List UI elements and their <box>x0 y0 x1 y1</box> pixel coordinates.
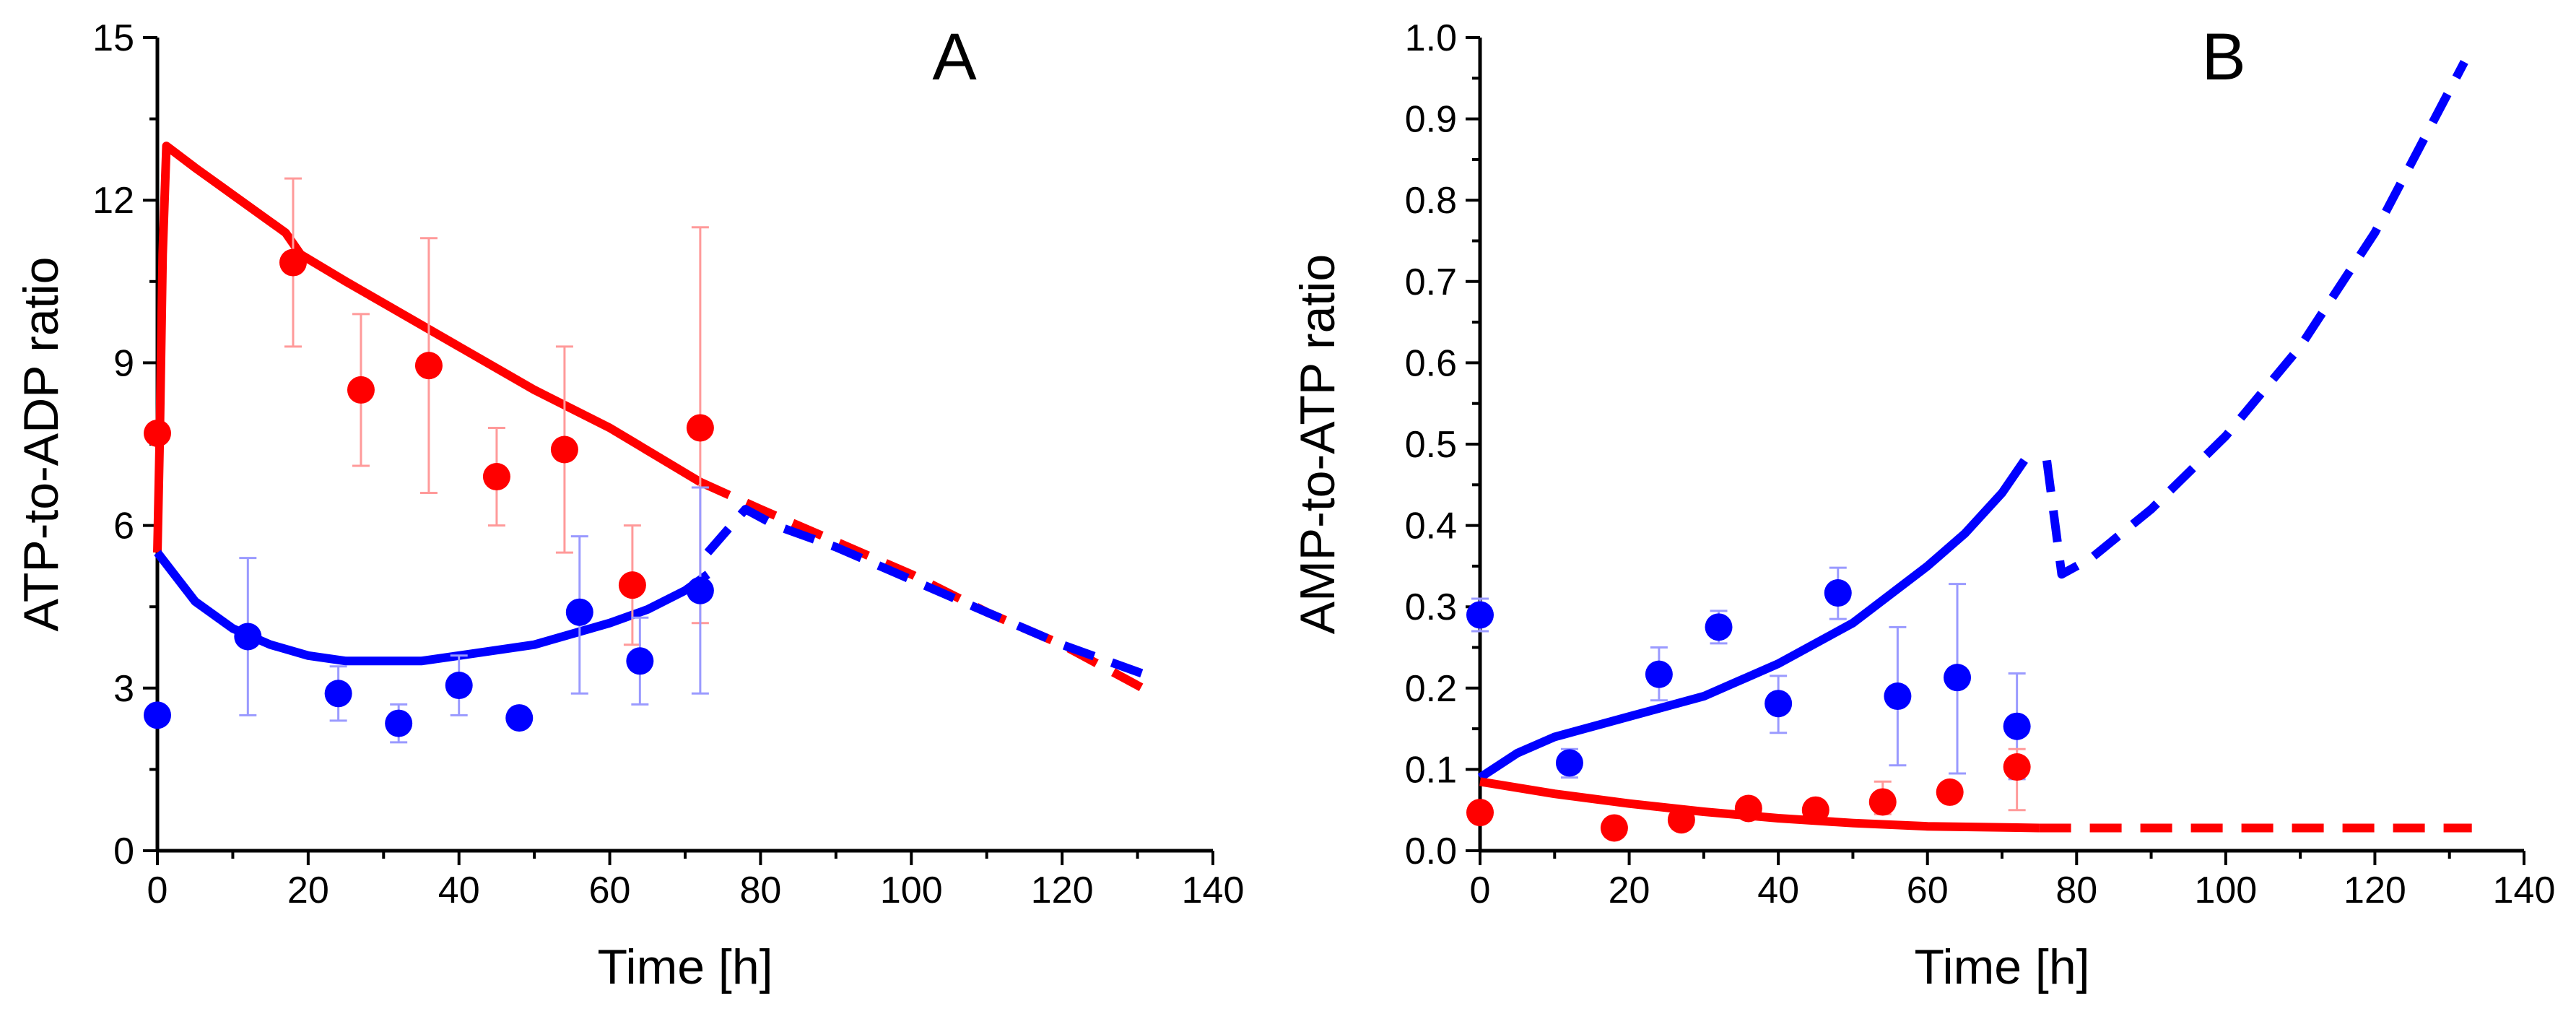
panel-b-y-tick-label: 0.9 <box>1405 99 1457 141</box>
panel-a-y-axis-title: ATP-to-ADP ratio <box>14 257 69 632</box>
panel-b-y-tick-label: 0.4 <box>1405 506 1457 547</box>
panel-a-lines <box>153 142 1155 698</box>
panel-b-red-data-point <box>1936 778 1964 806</box>
panel-b-y-tick-label: 0.2 <box>1405 668 1457 710</box>
panel-b-x-axis-title: Time [h] <box>1914 940 2089 994</box>
panel-a-y-tick-label: 0 <box>113 831 134 872</box>
panel-a-x-tick-label: 100 <box>880 870 943 911</box>
panel-a-points <box>144 177 714 744</box>
panel-a-chart: A Time [h] ATP-to-ADP ratio 0 20 40 60 80 100… <box>14 17 1244 994</box>
panel-a-blue-data-point <box>445 672 473 700</box>
panel-b-label: B <box>2201 20 2245 94</box>
panel-a-x-axis-title: Time [h] <box>597 940 773 994</box>
panel-a-blue-data-point <box>385 709 413 737</box>
panel-a-x-tick-label: 0 <box>147 870 168 911</box>
panel-a-red-data-point <box>414 352 443 380</box>
panel-a-red-data-point <box>482 463 510 491</box>
panel-a-blue-data-point <box>626 647 654 675</box>
panel-a-blue-data-point <box>505 704 534 732</box>
panel-a-axes: 0 20 40 60 80 100 120 140 0 3 6 9 12 15 <box>92 17 1244 911</box>
panel-a-y-tick-label: 12 <box>92 180 134 222</box>
panel-b-blue-data-point <box>1824 579 1852 607</box>
panel-b-x-tick-label: 60 <box>1907 870 1949 911</box>
panel-b-x-tick-label: 20 <box>1609 870 1650 911</box>
panel-b-y-tick-label: 0.0 <box>1405 831 1457 872</box>
panel-b-blue-data-point <box>1944 664 1972 692</box>
panel-a-red-prediction-line <box>698 478 1155 698</box>
panel-b-y-tick-label: 0.3 <box>1405 586 1457 628</box>
panel-a-blue-data-point <box>234 623 262 651</box>
panel-b-red-data-point <box>1466 799 1494 827</box>
panel-b-y-tick-label: 0.6 <box>1405 342 1457 384</box>
panel-a-x-tick-label: 140 <box>1182 870 1245 911</box>
panel-a-red-data-point <box>144 419 171 447</box>
panel-b-y-tick-label: 0.5 <box>1405 424 1457 466</box>
panel-b-x-tick-label: 80 <box>2055 870 2097 911</box>
panel-b-red-data-point <box>1868 788 1897 816</box>
panel-b-x-tick-label: 40 <box>1757 870 1799 911</box>
panel-b-blue-prediction-line <box>2042 60 2468 579</box>
panel-a-y-tick-label: 15 <box>92 17 134 59</box>
panel-b-blue-data-point <box>1645 660 1673 688</box>
panel-a-red-data-point <box>618 571 646 599</box>
panel-b-blue-data-point <box>1555 749 1583 777</box>
panel-a-blue-data-point <box>144 701 171 729</box>
panel-b-blue-data-point <box>1884 682 1912 711</box>
panel-a-blue-data-point <box>565 598 593 626</box>
panel-a-red-data-point <box>550 435 578 464</box>
panel-b-y-axis-title: AMP-to-ATP ratio <box>1290 254 1345 635</box>
panel-a-x-tick-label: 120 <box>1031 870 1094 911</box>
panel-a-y-tick-label: 9 <box>113 342 134 384</box>
panel-b-red-data-point <box>1600 814 1628 842</box>
panel-b-points <box>1466 566 2031 842</box>
panel-b-y-tick-label: 0.1 <box>1405 749 1457 791</box>
panel-b-chart: B Time [h] AMP-to-ATP ratio 0 20 40 60 80 100… <box>1290 17 2555 994</box>
panel-a-red-data-point <box>686 414 714 442</box>
panel-b-blue-data-point <box>1466 601 1494 629</box>
panel-b-red-data-point <box>1734 794 1762 823</box>
panel-a-red-data-point <box>347 376 375 404</box>
panel-a-label: A <box>932 20 977 94</box>
panel-b-y-tick-label: 0.8 <box>1405 180 1457 222</box>
panel-a-red-data-point <box>279 248 307 277</box>
panel-b-x-tick-label: 100 <box>2194 870 2257 911</box>
panel-a-red-model-line <box>153 142 702 553</box>
panel-a-blue-data-point <box>686 576 714 604</box>
panel-b-x-tick-label: 0 <box>1470 870 1491 911</box>
panel-a-x-tick-label: 40 <box>438 870 480 911</box>
panel-b-blue-data-point <box>1765 690 1793 718</box>
panel-a-y-tick-label: 6 <box>113 506 134 547</box>
panel-b-red-data-point <box>1801 796 1829 824</box>
panel-a-y-tick-label: 3 <box>113 668 134 710</box>
panel-a-x-tick-label: 60 <box>589 870 631 911</box>
panel-b-x-tick-label: 140 <box>2493 870 2556 911</box>
panel-b-lines <box>1477 60 2472 833</box>
panel-a-x-tick-label: 80 <box>740 870 782 911</box>
panel-b-blue-data-point <box>1705 613 1733 641</box>
panel-a-x-tick-label: 20 <box>287 870 329 911</box>
panel-b-red-data-point <box>2003 753 2031 781</box>
panel-b-red-data-point <box>1667 806 1695 834</box>
panel-a-blue-prediction-line <box>704 505 1154 682</box>
panel-a-blue-data-point <box>324 680 352 708</box>
panel-b-axes: 0 20 40 60 80 100 120 140 0.0 0.1 0.2 0.3 0.4 0.5 0.6 0… <box>1405 17 2556 911</box>
panel-b-x-tick-label: 120 <box>2344 870 2406 911</box>
panel-b-blue-data-point <box>2003 712 2031 740</box>
panel-b-y-tick-label: 0.7 <box>1405 261 1457 303</box>
panel-b-blue-model-line <box>1477 458 2028 781</box>
panel-b-y-tick-label: 1.0 <box>1405 17 1457 59</box>
